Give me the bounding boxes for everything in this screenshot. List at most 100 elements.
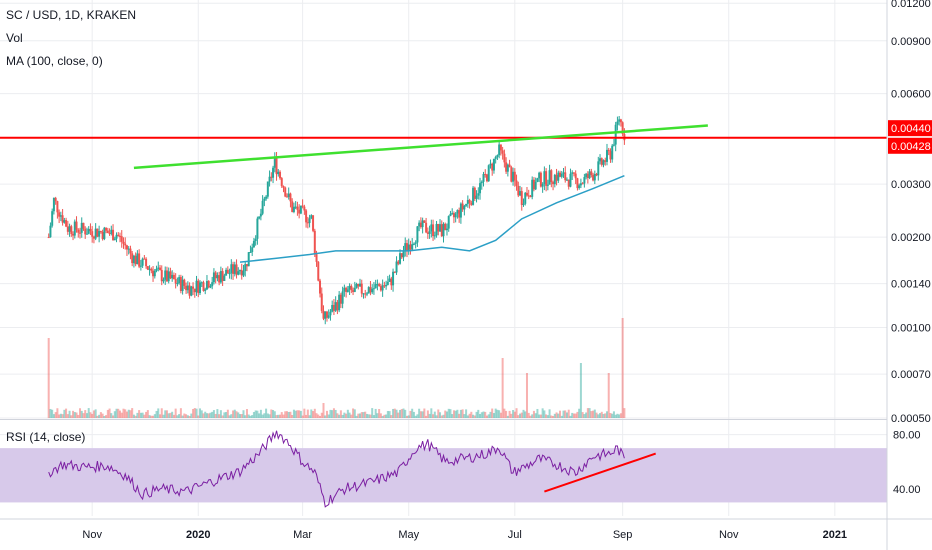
volume-bar xyxy=(80,410,83,418)
volume-bar xyxy=(47,338,50,418)
volume-bar xyxy=(491,408,494,418)
candle-body xyxy=(200,282,203,284)
candle-body xyxy=(85,233,88,235)
candle-body xyxy=(47,237,50,239)
candle-body xyxy=(374,284,377,289)
candle-body xyxy=(524,192,527,204)
volume-bar xyxy=(341,414,344,418)
candle-body xyxy=(353,287,356,292)
volume-bar xyxy=(489,411,492,418)
volume-bar xyxy=(82,413,85,418)
candle-body xyxy=(435,223,438,236)
ma-legend[interactable]: MA (100, close, 0) xyxy=(6,54,103,68)
candle-body xyxy=(604,160,607,162)
volume-bar xyxy=(58,414,61,418)
volume-bar xyxy=(301,415,304,418)
candle-body xyxy=(442,223,445,237)
candle-body xyxy=(343,287,346,292)
volume-bar xyxy=(106,409,109,418)
volume-bar xyxy=(593,409,596,418)
volume-bar xyxy=(242,410,245,418)
candle-body xyxy=(416,226,419,243)
candle-body xyxy=(219,271,222,283)
candle-body xyxy=(139,265,142,267)
candle-body xyxy=(103,227,106,240)
candle-body xyxy=(279,171,282,179)
rsi-trendline[interactable] xyxy=(544,452,657,493)
volume-bar xyxy=(527,412,530,418)
volume-bar xyxy=(280,412,283,418)
volume-bar xyxy=(572,413,575,418)
symbol-legend[interactable]: SC / USD, 1D, KRAKEN xyxy=(6,8,137,22)
volume-bar xyxy=(616,413,619,418)
candle-body xyxy=(98,231,101,237)
candle-body xyxy=(327,315,330,318)
candle-body xyxy=(152,270,155,277)
candle-body xyxy=(204,289,207,291)
candle-body xyxy=(572,172,575,174)
volume-bar xyxy=(120,412,123,418)
volume-bar xyxy=(164,410,167,418)
volume-bar xyxy=(503,408,506,418)
volume-bar xyxy=(275,415,278,418)
volume-bar xyxy=(237,412,240,418)
volume-bar xyxy=(353,409,356,418)
volume-bar xyxy=(411,408,414,418)
volume-bar xyxy=(239,414,242,418)
candle-body xyxy=(365,293,368,295)
volume-bar xyxy=(214,413,217,418)
volume-bar xyxy=(470,411,473,418)
volume-bar xyxy=(188,415,191,418)
candle-body xyxy=(459,203,462,218)
candle-body xyxy=(245,264,248,267)
candle-body xyxy=(317,261,320,281)
candle-body xyxy=(303,206,306,211)
volume-bar xyxy=(485,415,488,418)
candle-body xyxy=(179,277,182,292)
volume-bar xyxy=(484,411,487,418)
candle-body xyxy=(565,179,568,181)
candle-body xyxy=(82,222,85,229)
candle-body xyxy=(134,255,137,265)
volume-bar xyxy=(385,414,388,418)
time-tick-label: Nov xyxy=(82,529,102,541)
volume-bar xyxy=(185,414,188,418)
volume-bar xyxy=(124,409,127,418)
rsi-line xyxy=(48,430,625,508)
volume-bar xyxy=(277,414,280,418)
green-trendline[interactable] xyxy=(133,124,708,170)
candle-body xyxy=(188,285,191,296)
volume-bar xyxy=(266,413,269,418)
candle-body xyxy=(418,222,421,227)
volume-bar xyxy=(550,415,553,418)
volume-bar xyxy=(343,412,346,418)
candle-body xyxy=(569,173,572,187)
volume-bar xyxy=(496,409,499,418)
volume-bar xyxy=(581,412,584,418)
candle-body xyxy=(367,287,370,294)
volume-bar xyxy=(211,411,214,418)
vol-legend[interactable]: Vol xyxy=(6,31,23,45)
rsi-tick-label: 80.00 xyxy=(893,430,921,442)
rsi-legend[interactable]: RSI (14, close) xyxy=(6,430,86,444)
volume-bar xyxy=(564,410,567,418)
volume-bar xyxy=(461,409,464,418)
candle-body xyxy=(77,229,80,233)
time-tick-label: 2020 xyxy=(186,529,210,541)
candle-body xyxy=(379,286,382,291)
price-tag xyxy=(888,137,932,154)
volume-bar xyxy=(543,410,546,418)
candle-body xyxy=(92,236,95,239)
volume-bar xyxy=(407,415,410,418)
candle-body xyxy=(186,285,189,291)
volume-bar xyxy=(586,408,589,418)
volume-bar xyxy=(487,414,490,418)
volume-bar xyxy=(513,411,516,418)
candle-body xyxy=(362,293,365,295)
volume-bar xyxy=(376,413,379,418)
candle-body xyxy=(153,270,156,277)
candle-body xyxy=(619,119,622,123)
volume-bar xyxy=(378,409,381,418)
candle-body xyxy=(183,279,186,286)
